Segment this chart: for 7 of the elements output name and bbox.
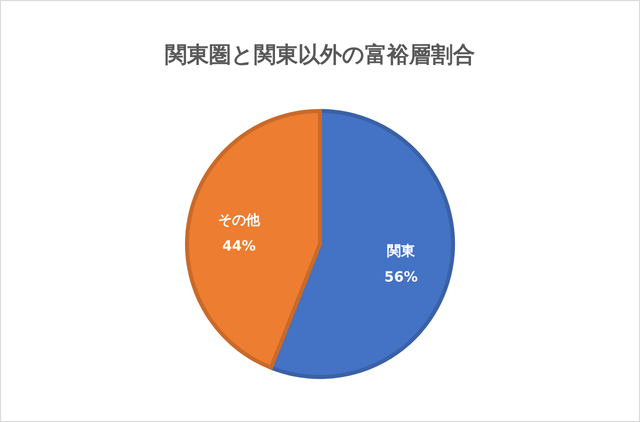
data-label: 44% — [222, 238, 256, 255]
pie-slice — [185, 109, 322, 370]
data-label: 56% — [384, 269, 418, 286]
chart-title: 関東圏と関東以外の富裕層割合 — [165, 42, 475, 68]
slice-label: その他 — [218, 212, 261, 229]
pie-slice — [269, 109, 455, 379]
slice-label: 関東 — [387, 243, 416, 260]
